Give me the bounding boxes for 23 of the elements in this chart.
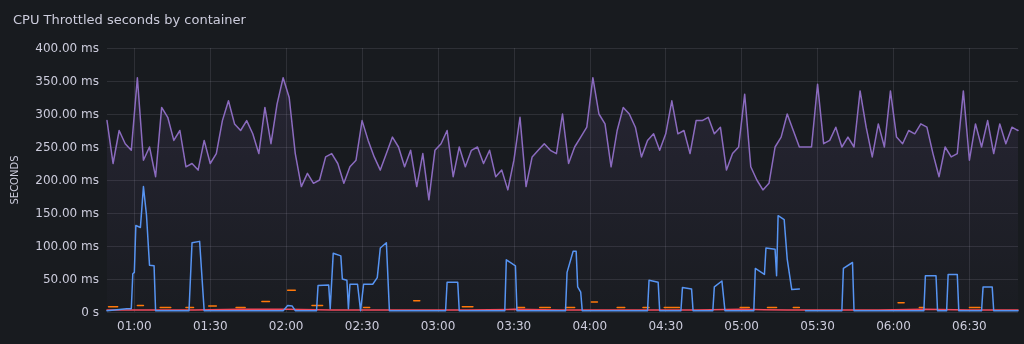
x-tick-label: 06:00: [876, 319, 911, 333]
chart-title: CPU Throttled seconds by container: [13, 12, 247, 27]
x-tick-label: 05:00: [724, 319, 759, 333]
y-tick-label: 150.00 ms: [35, 206, 99, 220]
y-tick-label: 100.00 ms: [35, 239, 99, 253]
y-tick-label: 300.00 ms: [35, 107, 99, 121]
y-tick-label: 200.00 ms: [35, 173, 99, 187]
x-tick-label: 03:30: [496, 319, 532, 333]
x-tick-label: 01:00: [117, 319, 152, 333]
x-tick-label: 03:00: [420, 319, 456, 333]
x-tick-label: 04:30: [648, 319, 684, 333]
y-tick-label: 0 s: [81, 305, 99, 319]
y-tick-label: 50.00 ms: [42, 272, 99, 286]
x-tick-label: 02:00: [268, 319, 304, 333]
y-tick-label: 250.00 ms: [35, 140, 99, 154]
x-tick-label: 01:30: [192, 319, 228, 333]
y-axis-title: SECONDS: [8, 155, 20, 205]
x-tick-label: 02:30: [344, 319, 380, 333]
x-tick-label: 06:30: [952, 319, 987, 333]
x-tick-label: 04:00: [572, 319, 608, 333]
y-tick-label: 350.00 ms: [35, 74, 99, 88]
x-tick-label: 05:30: [800, 319, 835, 333]
y-tick-label: 400.00 ms: [35, 41, 99, 55]
